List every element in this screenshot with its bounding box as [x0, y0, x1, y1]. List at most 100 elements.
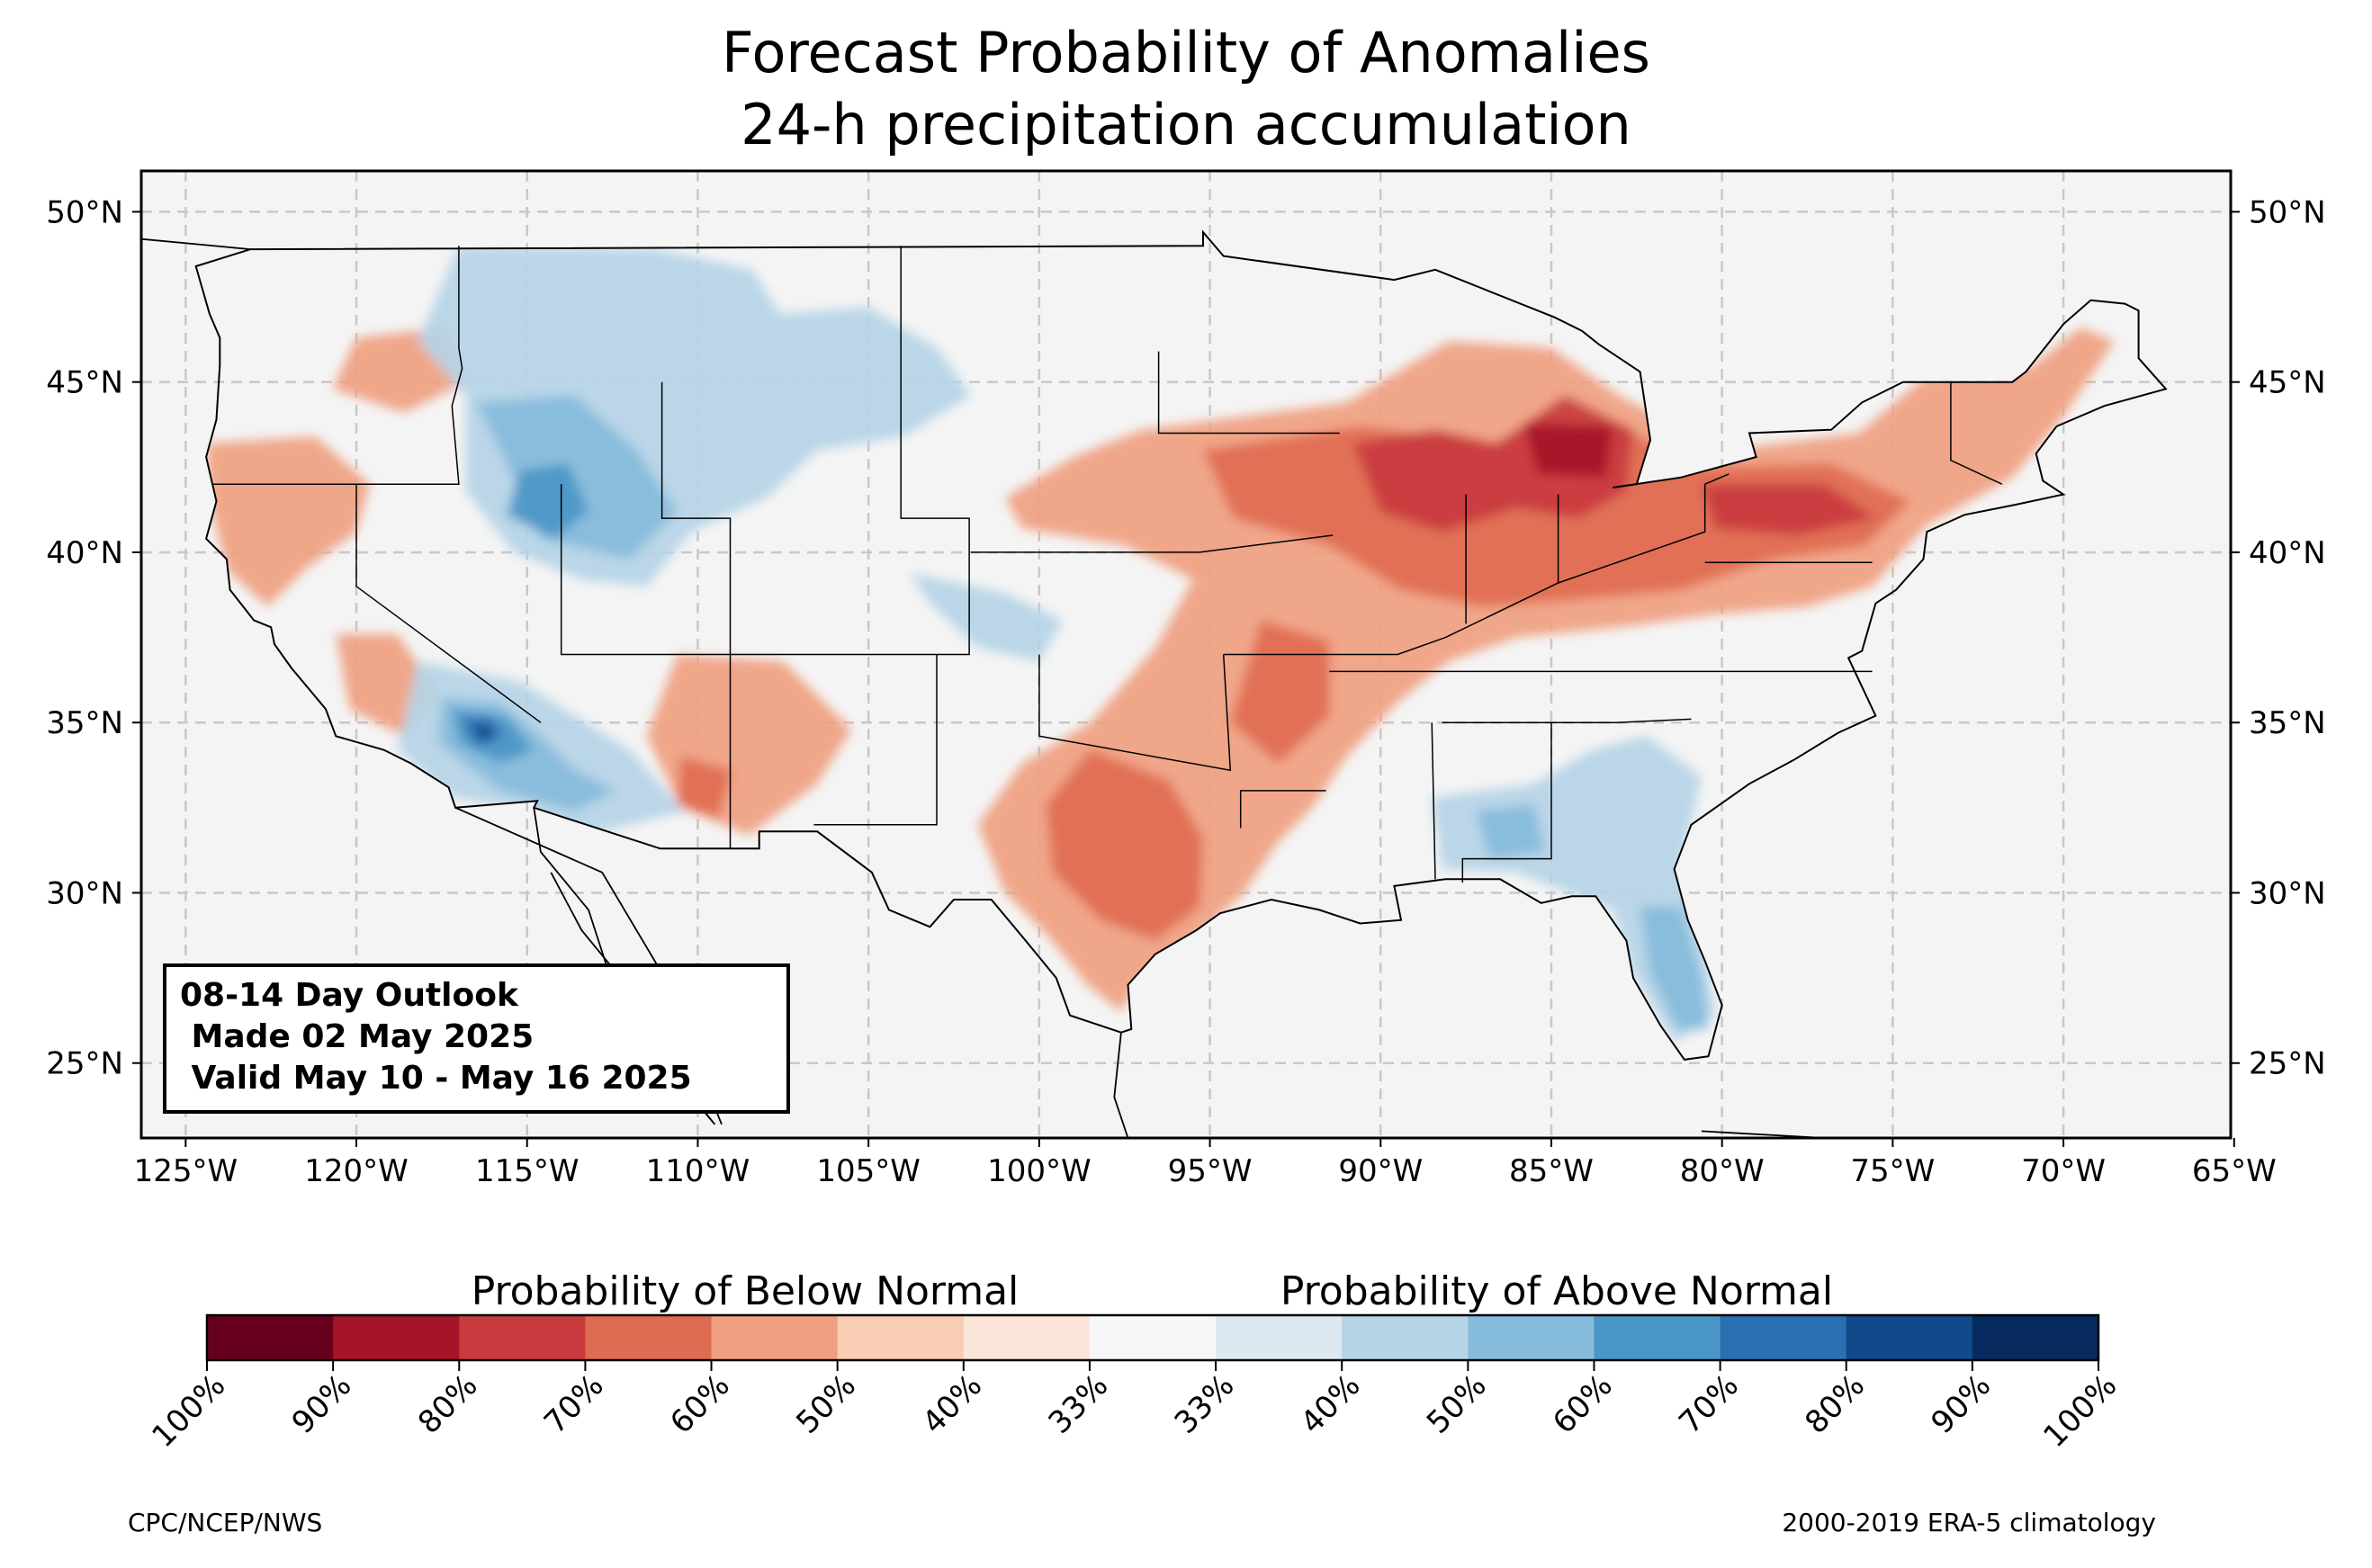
colorbar-tick-label: 100% — [2036, 1367, 2124, 1455]
probability-contour — [1701, 484, 1876, 535]
lat-tick-label-left: 30°N — [46, 875, 123, 911]
colorbar-tick-label: 60% — [663, 1367, 737, 1441]
lat-tick-label-right: 45°N — [2249, 365, 2326, 401]
lon-tick-label: 100°W — [987, 1153, 1092, 1189]
colorbar: 100% 90% 80% 70% 60% 50% 40% 33% 33% 40% 50% 60% 70%… — [145, 1313, 2124, 1455]
lat-tick-label-left: 45°N — [46, 365, 123, 401]
colorbar-swatch — [207, 1315, 334, 1360]
chart-subtitle: 24-h precipitation accumulation — [741, 92, 1631, 157]
probability-contour — [1523, 423, 1613, 478]
state-boundary — [560, 484, 732, 849]
state-boundary — [1038, 654, 1232, 772]
outlook-info-box: 08-14 Day Outlook Made 02 May 2025 Valid… — [163, 963, 790, 1114]
probability-contour — [677, 757, 732, 819]
probability-contour — [1476, 804, 1545, 859]
colorbar-tick-label: 80% — [411, 1367, 485, 1441]
lat-tick-label-left: 35°N — [46, 705, 123, 741]
coastline — [1113, 1032, 1129, 1138]
lat-tick-label-right: 35°N — [2249, 705, 2326, 741]
colorbar-frame — [205, 1313, 2100, 1362]
lon-tick-label: 90°W — [1338, 1153, 1423, 1189]
lat-tick-label-left: 40°N — [46, 535, 123, 571]
lon-tick-label: 110°W — [646, 1153, 750, 1189]
colorbar-swatch — [1216, 1315, 1343, 1360]
colorbar-swatch — [711, 1315, 839, 1360]
state-boundary — [1431, 722, 1436, 880]
state-boundary — [1157, 351, 1340, 435]
lon-tick-label: 85°W — [1509, 1153, 1594, 1189]
coastline — [141, 237, 251, 250]
longitude-ticks: 125°W 120°W 115°W 110°W 105°W 100°W 95°W 90°W 85… — [134, 1138, 2277, 1189]
probability-contour — [1230, 620, 1330, 764]
colorbar-tick-label: 33% — [1168, 1367, 1242, 1441]
colorbar-swatch — [1089, 1315, 1217, 1360]
probability-contour — [507, 463, 589, 539]
lon-tick-label: 80°W — [1680, 1153, 1765, 1189]
colorbar-tick-label: 90% — [285, 1367, 359, 1441]
map-frame — [139, 169, 2233, 1140]
boundaries — [141, 229, 2168, 1138]
lat-tick-label-right: 30°N — [2249, 875, 2326, 911]
state-boundary — [660, 246, 970, 656]
credit-left: CPC/NCEP/NWS — [128, 1508, 322, 1537]
colorbar-tick-label: 60% — [1546, 1367, 1620, 1441]
colorbar-tick-label: 70% — [537, 1367, 611, 1441]
chart-title: Forecast Probability of Anomalies — [722, 20, 1650, 85]
probability-contour — [909, 572, 1064, 662]
colorbar-swatch — [963, 1315, 1091, 1360]
valid-dates: Valid May 10 - May 16 2025 — [180, 1060, 692, 1097]
colorbar-swatch — [1342, 1315, 1469, 1360]
probability-contour — [206, 436, 371, 607]
lon-tick-label: 65°W — [2192, 1153, 2277, 1189]
made-date: Made 02 May 2025 — [180, 1018, 534, 1055]
colorbar-below-label: Probability of Below Normal — [472, 1268, 1020, 1314]
colorbar-swatch — [585, 1315, 713, 1360]
colorbar-tick-label: 50% — [1420, 1367, 1494, 1441]
colorbar-swatch — [1972, 1315, 2099, 1360]
state-boundary — [1950, 381, 2003, 485]
state-boundary — [1442, 718, 1692, 723]
colorbar-tick-label: 90% — [1925, 1367, 1999, 1441]
state-boundary — [1461, 722, 1552, 883]
colorbar-swatch — [837, 1315, 965, 1360]
state-boundary — [1704, 473, 1730, 485]
colorbar-swatch — [1846, 1315, 1973, 1360]
state-boundary — [971, 534, 1334, 553]
colorbar-swatch — [1720, 1315, 1847, 1360]
colorbar-tick-label: 40% — [915, 1367, 989, 1441]
lon-tick-label: 125°W — [134, 1153, 238, 1189]
colorbar-tick-label: 40% — [1294, 1367, 1368, 1441]
lon-tick-label: 120°W — [304, 1153, 409, 1189]
lat-tick-label-right: 25°N — [2249, 1046, 2326, 1082]
colorbar-swatch — [1468, 1315, 1595, 1360]
lon-tick-label: 70°W — [2021, 1153, 2106, 1189]
colorbar-tick-label: 33% — [1042, 1367, 1116, 1441]
lat-tick-label-right: 50°N — [2249, 194, 2326, 230]
latitude-ticks: 50°N 50°N 45°N 45°N 40°N 40°N 35°N 35°N 30°N 30°N… — [46, 194, 2325, 1081]
lon-tick-label: 105°W — [816, 1153, 921, 1189]
state-boundary — [813, 654, 938, 826]
lat-tick-label-left: 50°N — [46, 194, 123, 230]
outlook-period: 08-14 Day Outlook — [180, 977, 519, 1014]
coastline — [533, 807, 716, 1125]
lon-tick-label: 75°W — [1850, 1153, 1935, 1189]
colorbar-swatch — [459, 1315, 586, 1360]
probability-contour — [1640, 906, 1709, 1029]
credit-right: 2000-2019 ERA-5 climatology — [1782, 1508, 2156, 1537]
lon-tick-label: 95°W — [1168, 1153, 1253, 1189]
state-boundary — [355, 484, 542, 723]
lat-tick-label-left: 25°N — [46, 1046, 123, 1082]
colorbar-swatch — [333, 1315, 460, 1360]
colorbar-tick-label: 100% — [145, 1367, 232, 1455]
probability-anomaly-shading — [206, 246, 2115, 1043]
probability-contour — [475, 395, 678, 560]
state-boundary — [1239, 790, 1326, 829]
colorbar-swatch — [1594, 1315, 1721, 1360]
colorbar-tick-label: 80% — [1798, 1367, 1872, 1441]
colorbar-tick-label: 70% — [1672, 1367, 1746, 1441]
probability-contour — [1046, 749, 1203, 941]
lon-tick-label: 115°W — [475, 1153, 580, 1189]
state-boundary — [1223, 484, 1706, 656]
lat-tick-label-right: 40°N — [2249, 535, 2326, 571]
